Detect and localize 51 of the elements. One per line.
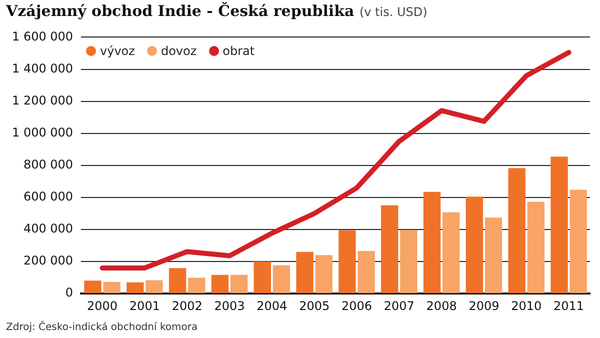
bar (84, 280, 102, 294)
y-tick-label: 1 200 000 (12, 93, 74, 108)
y-tick-label: 600 000 (23, 190, 74, 204)
x-tick-label: 2006 (341, 298, 372, 313)
bar (146, 280, 163, 294)
x-tick-label: 2003 (214, 298, 245, 313)
legend-label: obrat (222, 44, 255, 58)
x-tick-label: 2009 (468, 298, 500, 313)
y-tick-label: 200 000 (23, 254, 74, 268)
text: Zdroj: Česko-indická obchodní komora (6, 322, 198, 333)
bar (188, 278, 206, 294)
bar (400, 230, 418, 294)
bar (315, 255, 332, 294)
bar (550, 156, 568, 294)
bar (254, 262, 271, 294)
chart-subtitle: (v tis. USD) (359, 5, 428, 19)
x-tick-label: 2011 (554, 298, 584, 313)
x-tick-label: 2001 (129, 298, 160, 313)
bar (338, 230, 356, 294)
x-tick-label: 2004 (256, 298, 288, 313)
bar (168, 268, 186, 294)
legend-label: dovoz (160, 44, 197, 58)
bar (358, 250, 375, 294)
y-tick-label: 1 400 000 (12, 61, 74, 76)
y-tick-label: 1 000 000 (12, 125, 74, 140)
bar (484, 218, 502, 294)
bar (508, 168, 526, 294)
x-tick-label: 2010 (511, 298, 542, 313)
bar (230, 274, 248, 294)
bar (527, 202, 545, 294)
legend-label: vývoz (100, 44, 135, 58)
y-tick-label: 400 000 (23, 222, 74, 236)
bar (272, 265, 290, 294)
bar (103, 282, 120, 294)
bar (442, 212, 460, 294)
bar (381, 205, 398, 294)
bar (296, 252, 314, 294)
chart-title: Vzájemný obchod Indie - Česká republika (6, 2, 354, 20)
bar (466, 196, 484, 294)
y-tick-label: 800 000 (23, 158, 74, 172)
bar (126, 282, 144, 294)
x-tick-label: 2002 (172, 298, 202, 313)
y-tick-label: 1 600 000 (12, 29, 74, 44)
bar (570, 190, 587, 294)
x-tick-label: 2000 (87, 298, 118, 313)
x-tick-label: 2005 (299, 298, 330, 313)
y-tick-label: 0 (65, 286, 74, 300)
bar (211, 274, 229, 294)
x-tick-label: 2007 (384, 298, 414, 313)
x-tick-label: 2008 (426, 298, 457, 313)
bar (423, 192, 441, 294)
